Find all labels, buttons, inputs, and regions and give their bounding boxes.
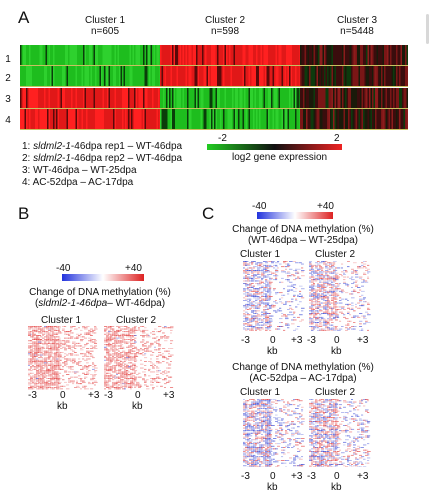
panel-c-b1-c1-kb: kb [267, 346, 278, 357]
panel-b-letter: B [18, 204, 30, 223]
panel-c-block-2-cluster-1-label: Cluster 1 [239, 387, 280, 398]
expression-colorbar-label: log2 gene expression [232, 152, 328, 163]
panel-c-b2-c1-kb: kb [267, 482, 278, 493]
panel-c-scale-max: +40 [317, 201, 334, 212]
panel-a-letter: A [18, 8, 30, 27]
panel-c-scale-min: -40 [252, 201, 267, 212]
panel-c-b2-c2-tick-mid: 0 [334, 471, 340, 482]
panel-b-subtitle: (sldml2-1-46dpa– WT-46dpa) [34, 298, 166, 309]
panel-b-scale-max: +40 [125, 263, 142, 274]
panel-c-b2-c2-tick-left: -3 [307, 471, 316, 482]
row-number-4: 4 [5, 115, 11, 126]
cluster-2-title: Cluster 2 [204, 15, 245, 26]
panel-b-scale-bar [62, 274, 144, 281]
panel-c-letter: C [202, 204, 215, 223]
cluster-2-count: n=598 [210, 26, 240, 37]
panel-c-b1-c2-tick-mid: 0 [334, 335, 340, 346]
panel-b-title: Change of DNA methylation (%) [29, 287, 171, 298]
expression-colorbar [207, 144, 342, 150]
panel-c-block-1-cluster-1-label: Cluster 1 [239, 249, 280, 260]
panel-c-b2-c1-tick-mid: 0 [270, 471, 276, 482]
panel-b-methylation-heatmaps [28, 326, 174, 390]
legend-line-4: 4: AC-52dpa – AC-17dpa [22, 177, 134, 188]
panel-c-b1-c1-tick-left: -3 [241, 335, 250, 346]
row-number-3: 3 [5, 94, 11, 105]
row-number-2: 2 [5, 73, 11, 84]
cluster-3-title: Cluster 3 [336, 15, 377, 26]
panel-c-block-2-cluster-2-label: Cluster 2 [314, 387, 355, 398]
expression-heatmap [20, 45, 408, 130]
legend-line-2: 2: sldml2-1-46dpa rep2 – WT-46dpa [22, 153, 183, 164]
expression-colorbar-min: -2 [218, 133, 227, 144]
panel-c-b2-c1-tick-left: -3 [241, 471, 250, 482]
panel-c-block-1-heatmaps [243, 261, 371, 331]
cluster-3-count: n=5448 [340, 26, 374, 37]
row-number-1: 1 [5, 54, 11, 65]
panel-b-c2-kb: kb [132, 401, 143, 412]
panel-c-block-1-cluster-2-label: Cluster 2 [314, 249, 355, 260]
panel-c-scale-bar [257, 212, 333, 219]
panel-b-scale-min: -40 [56, 263, 71, 274]
panel-b-c2-tick-left: -3 [104, 390, 113, 401]
panel-c-block-2-title: Change of DNA methylation (%) [232, 362, 374, 373]
panel-c-block-1-title: Change of DNA methylation (%) [232, 224, 374, 235]
panel-c-b1-c2-tick-right: +3 [357, 335, 369, 346]
panel-c-block-2-subtitle: (AC-52dpa – AC-17dpa) [249, 373, 357, 384]
panel-c-b1-c1-tick-mid: 0 [270, 335, 276, 346]
panel-b-c1-tick-right: +3 [88, 390, 100, 401]
legend-line-3: 3: WT-46dpa – WT-25dpa [22, 165, 137, 176]
panel-b-c2-tick-mid: 0 [135, 390, 141, 401]
cluster-1-title: Cluster 1 [84, 15, 125, 26]
scrollbar[interactable] [426, 14, 429, 44]
panel-b-cluster-1-label: Cluster 1 [40, 315, 81, 326]
panel-c-b1-c2-kb: kb [331, 346, 342, 357]
panel-c-block-1-subtitle: (WT-46dpa – WT-25dpa) [247, 235, 359, 246]
panel-b-c1-tick-mid: 0 [60, 390, 66, 401]
panel-c-b2-c1-tick-right: +3 [291, 471, 303, 482]
cluster-1-count: n=605 [90, 26, 120, 37]
panel-c-b1-c1-tick-right: +3 [291, 335, 303, 346]
panel-c-b1-c2-tick-left: -3 [307, 335, 316, 346]
panel-c-b2-c2-tick-right: +3 [357, 471, 369, 482]
legend-line-1: 1: sldml2-1-46dpa rep1 – WT-46dpa [22, 141, 183, 152]
expression-colorbar-max: 2 [334, 133, 340, 144]
panel-b-c1-tick-left: -3 [28, 390, 37, 401]
panel-c-b2-c2-kb: kb [331, 482, 342, 493]
panel-b-c2-tick-right: +3 [163, 390, 175, 401]
panel-c-block-2-heatmaps [243, 399, 371, 467]
panel-b-c1-kb: kb [57, 401, 68, 412]
panel-b-cluster-2-label: Cluster 2 [115, 315, 156, 326]
